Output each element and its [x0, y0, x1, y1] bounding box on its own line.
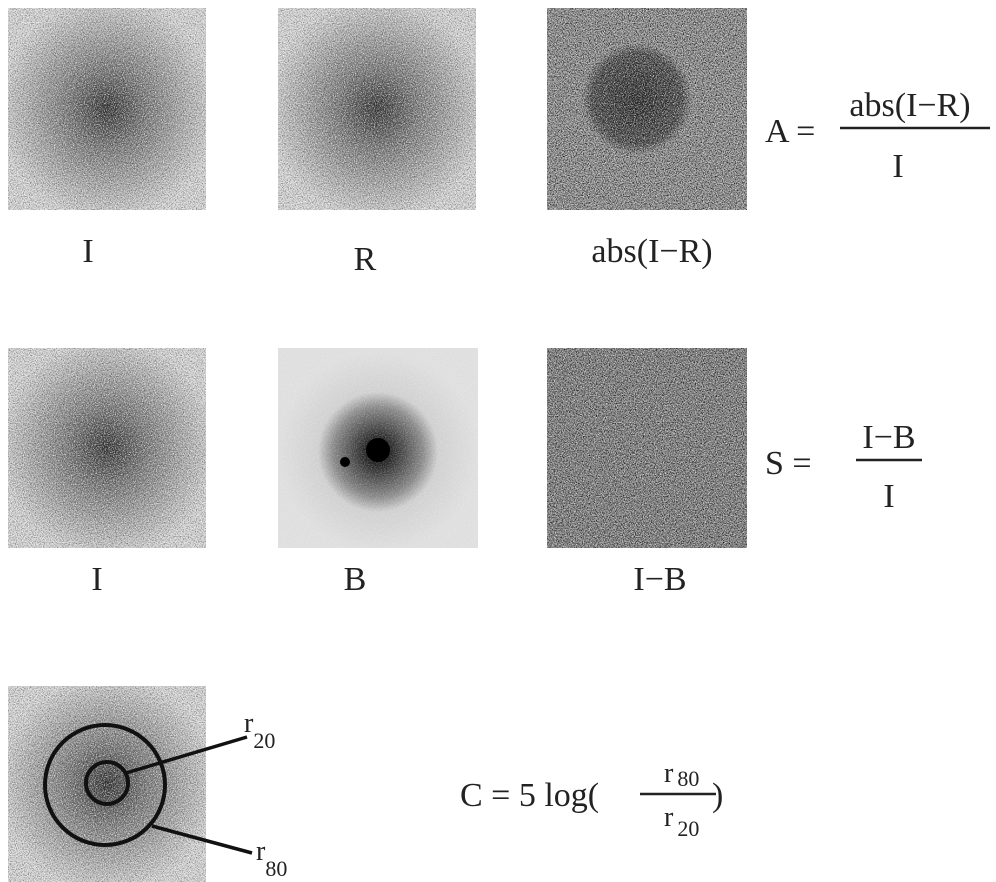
panel-label: B: [344, 561, 367, 598]
formula-numerator: I−B: [862, 419, 915, 456]
panel-label: R: [354, 241, 377, 278]
image-i: [8, 8, 206, 210]
radius-subscript: 80: [677, 766, 699, 791]
panel-label: abs(I−R): [591, 233, 712, 270]
radius-subscript: 20: [677, 816, 699, 841]
image-concentration: [8, 686, 252, 882]
radius-base: r: [664, 758, 674, 789]
radius-base: r: [664, 802, 674, 833]
formula-numerator: abs(I−R): [849, 87, 970, 124]
image-residual: [547, 8, 747, 210]
image-b: [278, 348, 478, 548]
formula-lhs: A =: [765, 113, 815, 150]
formula-lhs: C = 5 log(: [460, 777, 599, 814]
diagram: I R abs(I−R) A = abs(I−R) I I B I−B S = …: [0, 0, 996, 882]
formula-denominator: I: [883, 478, 894, 515]
radius-label: r20: [244, 708, 275, 753]
panel-label: I−B: [633, 561, 686, 598]
formula-lhs: S =: [765, 445, 812, 482]
panel-label: I: [82, 233, 93, 270]
image-r: [278, 8, 476, 210]
image-smooth-residual: [547, 348, 747, 548]
formula-rhs: ): [712, 777, 723, 814]
image-i: [8, 348, 206, 548]
radius-subscript: 20: [253, 728, 275, 753]
formula-denominator: I: [892, 148, 903, 185]
panel-label: I: [91, 561, 102, 598]
radius-label: r80: [256, 836, 287, 881]
radius-subscript: 80: [265, 856, 287, 881]
